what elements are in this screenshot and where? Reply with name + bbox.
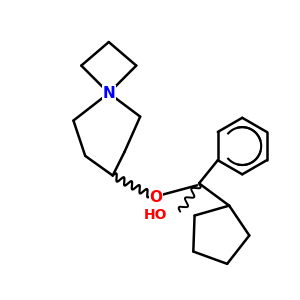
Text: O: O xyxy=(149,190,162,205)
Text: N: N xyxy=(102,85,115,100)
Text: HO: HO xyxy=(144,208,168,222)
